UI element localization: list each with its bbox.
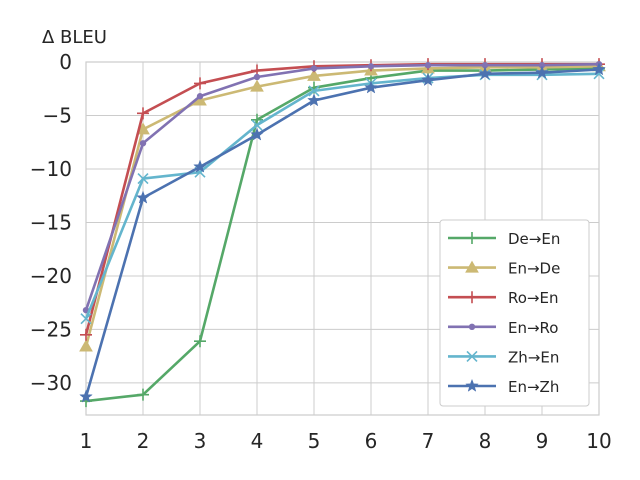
data-point [251,119,263,131]
y-tick-label: −15 [30,210,72,234]
x-tick-label: 1 [80,429,93,453]
data-point [421,72,435,87]
x-tick-label: 9 [536,429,549,453]
data-point [481,62,489,69]
legend-item: En→De [448,260,560,278]
data-point [465,260,479,273]
data-point [137,388,149,401]
x-tick-label: 7 [422,429,435,453]
legend-item: Zh→En [448,348,559,366]
series-line [84,68,600,398]
legend-label: Zh→En [508,348,559,366]
data-point [307,93,321,107]
data-point [139,140,147,147]
legend-item: Ro→En [448,289,558,307]
data-point [250,127,264,141]
data-point [79,339,93,352]
data-point [194,77,206,90]
data-point [466,291,478,304]
x-tick-label: 2 [137,429,150,453]
data-point [424,62,432,69]
plot-frame [85,61,600,416]
y-tick-label: −10 [30,157,72,181]
y-axis-label: Δ BLEU [42,27,107,48]
x-tick-label: 6 [365,429,378,453]
data-point [80,328,92,341]
x-tick-label: 3 [194,429,207,453]
data-point [308,85,320,97]
series-en-zh [79,62,606,403]
series-line [84,62,600,311]
legend-item: De→En [448,230,560,248]
data-point [136,190,150,204]
legend-item: En→Zh [448,378,559,396]
series-line [84,64,600,347]
legend-label: De→En [508,230,560,248]
x-tick-label: 5 [308,429,321,453]
data-point [137,107,149,120]
data-point [592,62,606,76]
y-tick-label: 0 [59,50,72,74]
data-point [194,335,206,348]
legend: De→En En→De Ro→En En→Ro Zh→En En→Zh [439,219,590,407]
data-point [253,73,261,81]
series-line [84,72,600,320]
data-point [364,80,378,94]
x-tick-label: 4 [251,429,264,453]
data-point [250,79,264,92]
series-line [85,67,600,403]
legend-item: En→Ro [448,319,558,337]
legend-label: En→Zh [508,378,559,396]
y-tick-label: −30 [30,371,72,395]
data-point [79,389,93,403]
data-point [466,232,478,244]
data-point [465,378,479,392]
x-tick-label: 10 [586,429,611,453]
series-en-ro [82,60,603,314]
x-tick-labels: 1 2 3 4 5 6 7 8 9 10 [80,429,612,453]
data-point [137,173,149,185]
data-point [538,62,546,69]
data-point [466,350,478,362]
data-point [367,63,375,70]
series-zh-en [80,68,605,325]
data-point [478,66,492,80]
legend-label: En→De [508,260,560,278]
data-point [468,323,476,330]
data-point [310,65,318,72]
data-point [535,65,549,79]
data-point [307,68,321,81]
y-tick-label: −5 [43,103,72,127]
x-tick-label: 8 [479,429,492,453]
series-lines [79,58,606,408]
legend-label: Ro→En [508,289,558,307]
data-point [196,93,204,100]
data-point [193,159,207,173]
data-point [80,313,92,325]
y-tick-labels: 0 −5 −10 −15 −20 −25 −30 [30,50,72,395]
legend-label: En→Ro [508,319,558,337]
y-tick-label: −20 [30,264,72,288]
y-tick-label: −25 [30,317,72,341]
